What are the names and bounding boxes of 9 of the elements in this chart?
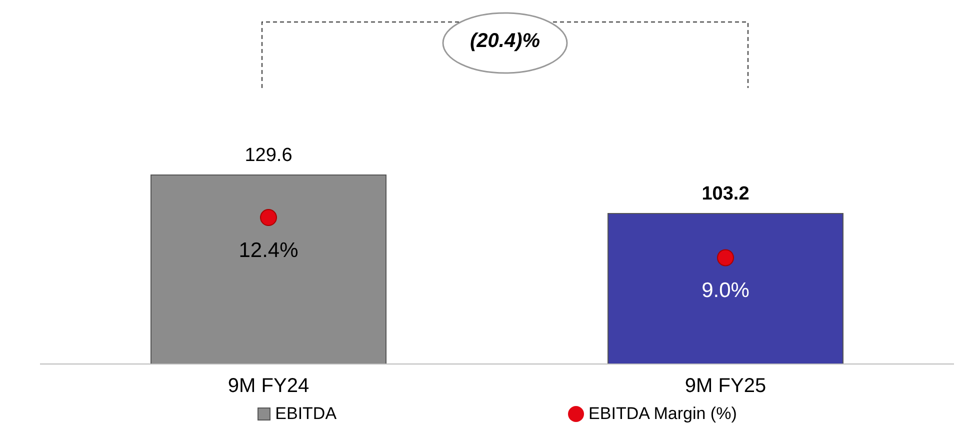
data-label: 12.4%	[238, 239, 298, 262]
legend-label: EBITDA Margin (%)	[588, 404, 737, 424]
text: (20.4)%	[468, 30, 542, 53]
x-tick-label: 9M FY25	[684, 375, 766, 398]
legend-label: EBITDA	[275, 404, 337, 424]
data-label: 129.6	[244, 145, 292, 166]
data-label: 9.0%	[702, 279, 750, 302]
data-label: 103.2	[702, 184, 750, 204]
x-tick-label: 9M FY24	[228, 375, 310, 398]
